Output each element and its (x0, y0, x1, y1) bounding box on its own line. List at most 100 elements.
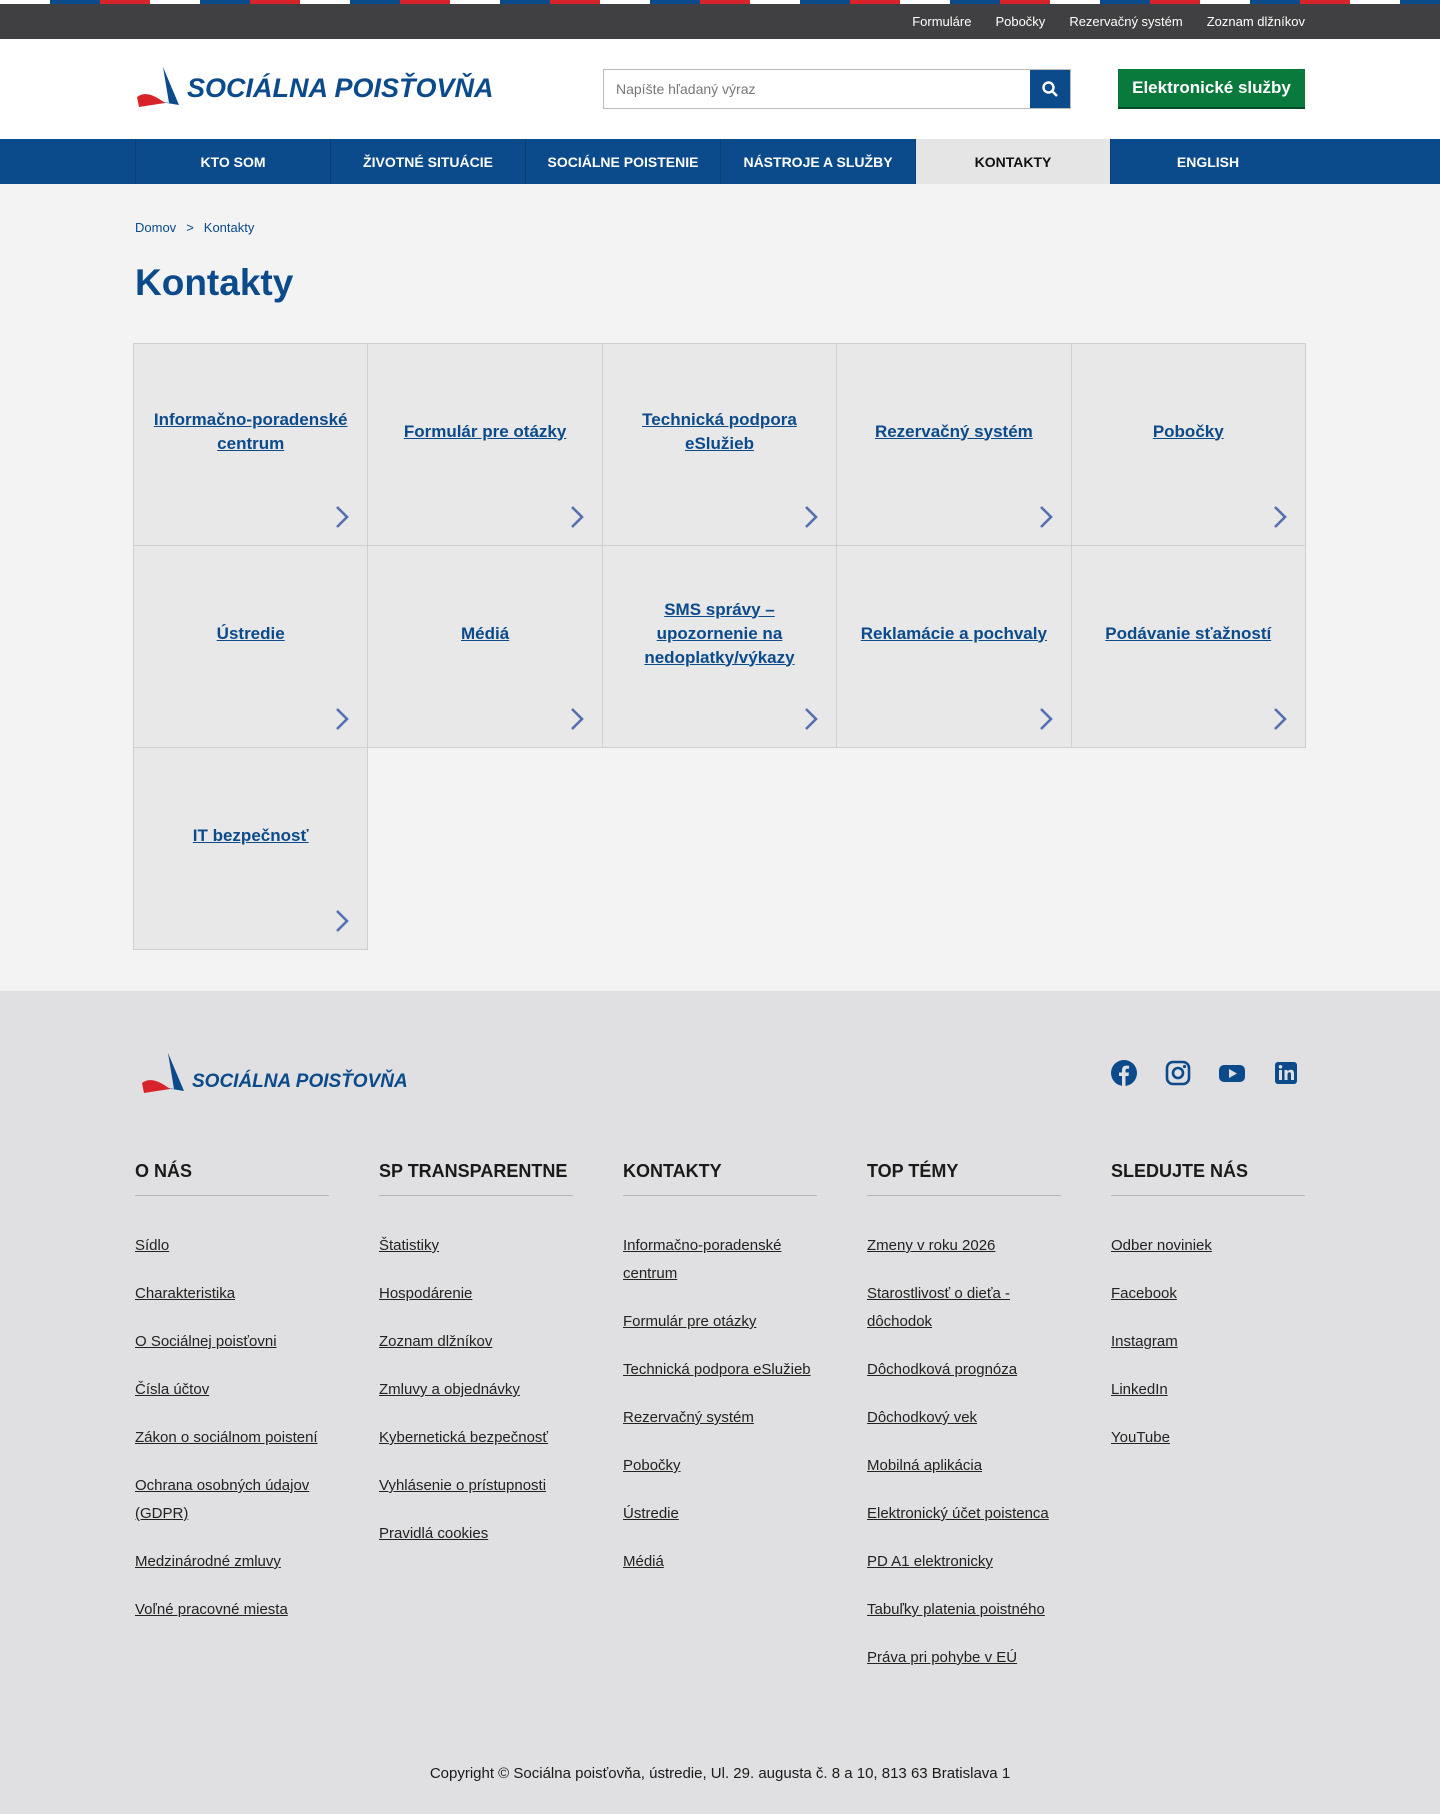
nav-item[interactable]: SOCIÁLNE POISTENIE (525, 139, 720, 184)
footer-item: Charakteristika (135, 1280, 329, 1308)
tile[interactable]: Ústredie (133, 545, 369, 748)
breadcrumb-item[interactable]: Domov (135, 220, 177, 235)
footer-link[interactable]: Elektronický účet poistenca (867, 1505, 1049, 1522)
tile-link[interactable]: Formulár pre otázky (403, 421, 567, 441)
tile-link[interactable]: SMS správy – upozornenie na nedoplatky/v… (644, 599, 795, 667)
top-link[interactable]: Rezervačný systém (1069, 14, 1183, 29)
footer-logo[interactable]: SOCIÁLNA POISŤOVŇA (140, 1051, 408, 1097)
footer-link[interactable]: Vyhlásenie o prístupnosti (379, 1477, 547, 1494)
breadcrumb: Domov > Kontakty (135, 220, 254, 235)
footer-link[interactable]: Práva pri pohybe v EÚ (867, 1649, 1018, 1666)
tile-link[interactable]: Podávanie sťažností (1105, 623, 1272, 643)
footer-link[interactable]: Medzinárodné zmluvy (135, 1553, 281, 1570)
footer-link[interactable]: Instagram (1111, 1333, 1178, 1350)
footer-link[interactable]: Zoznam dlžníkov (379, 1333, 493, 1350)
tile-link[interactable]: Rezervačný systém (874, 421, 1033, 441)
nav-item[interactable]: ŽIVOTNÉ SITUÁCIE (330, 139, 525, 184)
footer-column: TOP TÉMY Zmeny v roku 2026 Starostlivosť o… (867, 1161, 1061, 1692)
footer-link[interactable]: Zákon o sociálnom poistení (135, 1429, 318, 1446)
footer-link[interactable]: Ústredie (623, 1505, 679, 1522)
footer-link[interactable]: Formulár pre otázky (623, 1313, 757, 1330)
tile-link[interactable]: Pobočky (1152, 421, 1224, 441)
tile[interactable]: Rezervačný systém (836, 343, 1072, 546)
footer-item: Hospodárenie (379, 1280, 573, 1308)
footer-link[interactable]: Štatistiky (379, 1237, 440, 1254)
footer-link[interactable]: Kybernetická bezpečnosť (379, 1429, 549, 1446)
logo-mark (137, 67, 179, 107)
nav-item[interactable]: NÁSTROJE A SLUŽBY (720, 139, 915, 184)
footer-link[interactable]: Charakteristika (135, 1285, 236, 1302)
footer-link[interactable]: Informačno-poradenské centrum (623, 1237, 782, 1282)
tile-link[interactable]: Technická podpora eSlužieb (642, 409, 797, 453)
footer-link[interactable]: O Sociálnej poisťovni (135, 1333, 277, 1350)
footer-link[interactable]: PD A1 elektronicky (867, 1553, 993, 1570)
footer-link[interactable]: Technická podpora eSlužieb (623, 1361, 811, 1378)
tile[interactable]: Formulár pre otázky (367, 343, 603, 546)
footer-link[interactable]: Starostlivosť o dieťa - dôchodok (867, 1285, 1010, 1330)
footer-link[interactable]: Čísla účtov (135, 1381, 210, 1398)
footer-link[interactable]: Pobočky (623, 1457, 681, 1474)
footer-link[interactable]: Dôchodkový vek (867, 1409, 978, 1426)
footer-link[interactable]: Mobilná aplikácia (867, 1457, 983, 1474)
footer-link[interactable]: Odber noviniek (1111, 1237, 1212, 1254)
footer-link[interactable]: Ochrana osobných údajov (GDPR) (135, 1477, 310, 1522)
footer-link[interactable]: Voľné pracovné miesta (135, 1601, 288, 1618)
footer-link[interactable]: Sídlo (135, 1237, 170, 1254)
footer-column: O NÁS Sídlo Charakteristika O Sociálnej poi… (135, 1161, 329, 1644)
top-link[interactable]: Formuláre (912, 14, 972, 29)
logo[interactable]: SOCIÁLNA POISŤOVŇA (135, 65, 494, 111)
footer-item: PD A1 elektronicky (867, 1548, 1061, 1576)
tile[interactable]: Informačno-poradenské centrum (133, 343, 369, 546)
footer-link[interactable]: Rezervačný systém (623, 1409, 754, 1426)
search-box[interactable]: Napíšte hľadaný výraz (603, 69, 1071, 109)
facebook-icon[interactable] (1110, 1059, 1138, 1087)
footer-link[interactable]: Médiá (623, 1553, 664, 1570)
footer-link[interactable]: Hospodárenie (379, 1285, 473, 1302)
footer-link[interactable]: Facebook (1111, 1285, 1177, 1302)
tile-link[interactable]: IT bezpečnosť (192, 825, 309, 845)
footer-link[interactable]: Zmeny v roku 2026 (867, 1237, 996, 1254)
footer-heading: KONTAKTY (623, 1161, 817, 1196)
footer-link[interactable]: YouTube (1111, 1429, 1170, 1446)
youtube-icon[interactable] (1218, 1059, 1246, 1087)
chevron (570, 506, 584, 528)
eservices-button[interactable]: Elektronické služby (1118, 69, 1305, 109)
footer-item: Dôchodkový vek (867, 1404, 1061, 1432)
footer-item: Zákon o sociálnom poistení (135, 1424, 329, 1452)
tile-link[interactable]: Médiá (460, 623, 510, 643)
tile-link[interactable]: Informačno-poradenské centrum (153, 409, 348, 453)
tile-link[interactable]: Reklamácie a pochvaly (860, 623, 1047, 643)
tile[interactable]: Médiá (367, 545, 603, 748)
footer-link[interactable]: Zmluvy a objednávky (379, 1381, 520, 1398)
breadcrumb-separator: > (186, 220, 194, 235)
footer-item: Odber noviniek (1111, 1232, 1305, 1260)
tile[interactable]: SMS správy – upozornenie na nedoplatky/v… (601, 545, 838, 748)
footer-item: Formulár pre otázky (623, 1308, 817, 1336)
top-link[interactable]: Pobočky (995, 14, 1046, 29)
nav-item[interactable]: KTO SOM (135, 139, 330, 184)
footer-link[interactable]: Dôchodková prognóza (867, 1361, 1018, 1378)
breadcrumb-item[interactable]: Kontakty (203, 220, 255, 235)
linkedin-icon[interactable] (1272, 1059, 1300, 1087)
chevron (805, 708, 819, 730)
footer-column: SLEDUJTE NÁS Odber noviniek Facebook Instag… (1111, 1161, 1305, 1472)
top-link[interactable]: Zoznam dlžníkov (1206, 14, 1305, 29)
footer-links: Informačno-poradenské centrum Formulár pr… (623, 1196, 817, 1576)
footer-link[interactable]: Pravidlá cookies (379, 1525, 489, 1542)
tile[interactable]: Pobočky (1070, 343, 1306, 546)
footer-item: Medzinárodné zmluvy (135, 1548, 329, 1576)
tile[interactable]: Reklamácie a pochvaly (836, 545, 1072, 748)
tile[interactable]: IT bezpečnosť (133, 747, 369, 950)
flag-stripe (0, 0, 1440, 4)
footer-link[interactable]: Tabuľky platenia poistného (867, 1601, 1045, 1618)
tile[interactable]: Technická podpora eSlužieb (601, 343, 838, 546)
footer-link[interactable]: LinkedIn (1111, 1381, 1168, 1398)
nav-item[interactable]: KONTAKTY (915, 139, 1110, 184)
nav-item[interactable]: ENGLISH (1110, 139, 1305, 184)
instagram-icon[interactable] (1164, 1059, 1192, 1087)
tile-link[interactable]: Ústredie (216, 623, 285, 643)
footer-item: Starostlivosť o dieťa - dôchodok (867, 1280, 1061, 1336)
search-button[interactable] (1030, 70, 1070, 108)
tile[interactable]: Podávanie sťažností (1070, 545, 1306, 748)
